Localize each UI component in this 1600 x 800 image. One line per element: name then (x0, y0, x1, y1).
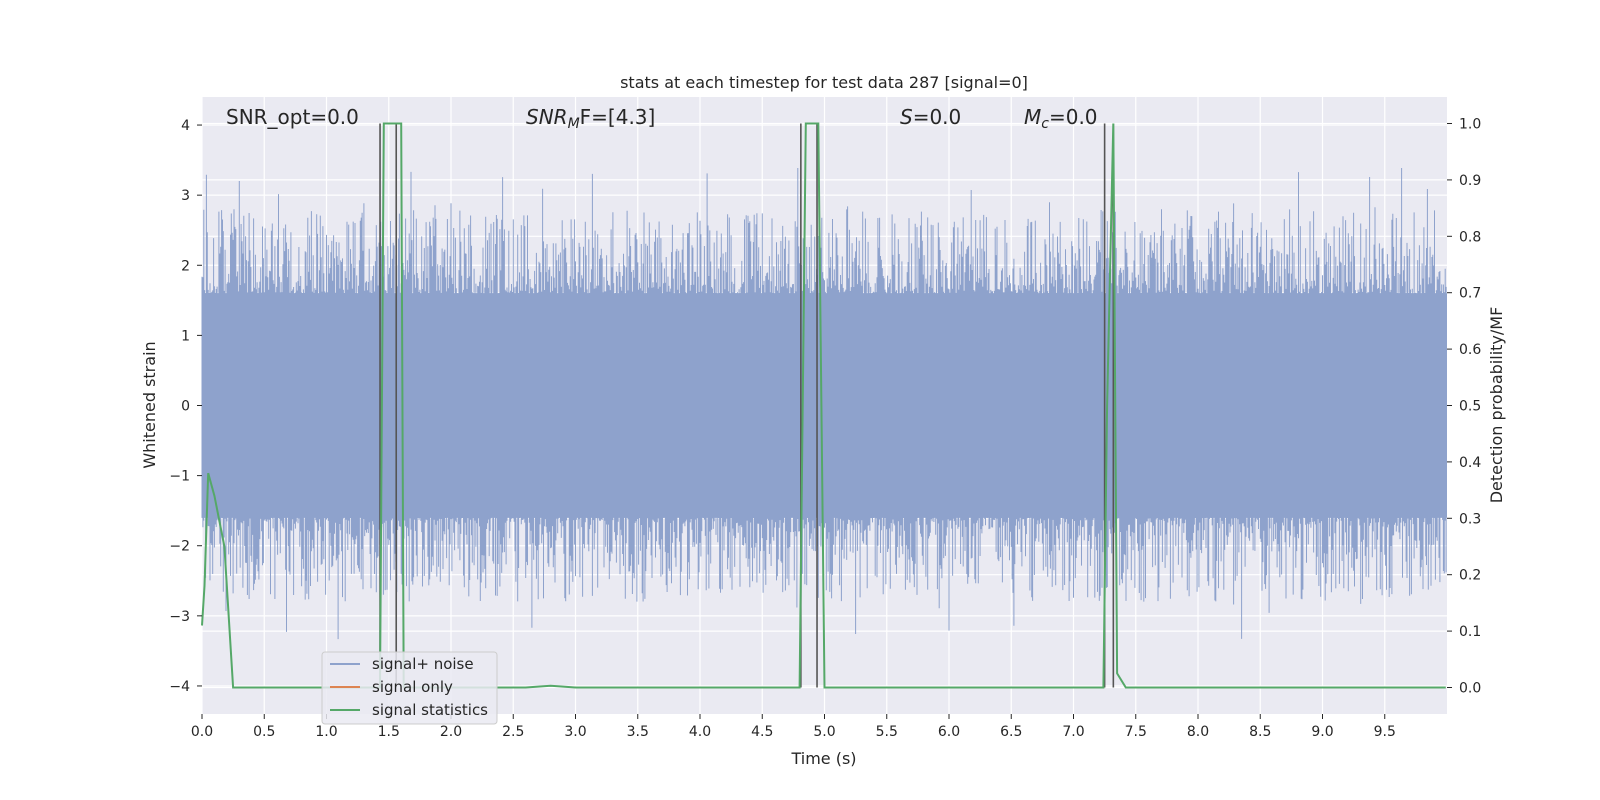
y2-tick-label: 1.0 (1459, 117, 1481, 133)
x-tick-label: 8.0 (1187, 724, 1209, 740)
x-tick-label: 4.5 (751, 724, 773, 740)
annotation-s-var: S (900, 105, 913, 129)
x-tick-label: 3.0 (564, 724, 586, 740)
y2-tick-label: 0.6 (1459, 342, 1481, 358)
x-tick-label: 9.0 (1311, 724, 1333, 740)
x-tick-label: 4.0 (689, 724, 711, 740)
x-tick-label: 1.5 (378, 724, 400, 740)
annotation-mc: Mc=0.0 (1024, 105, 1098, 132)
y-tick-label: 1 (181, 328, 190, 344)
x-tick-label: 2.0 (440, 724, 462, 740)
y-tick-label: −1 (169, 469, 190, 485)
annotation-mc-var: M (1024, 105, 1041, 129)
x-tick-label: 0.0 (191, 724, 213, 740)
x-axis-ticks: 0.0 0.5 1.0 1.5 2.0 2.5 3.0 3.5 4.0 4.5 5.0 5.5 6.0 6… (191, 714, 1396, 740)
x-axis-label: Time (s) (790, 749, 856, 768)
y-axis-ticks: 4 3 2 1 0 −1 −2 −3 −4 (169, 118, 202, 695)
y-tick-label: −2 (169, 539, 190, 555)
legend-label-signal-only: signal only (372, 678, 453, 696)
annotation-mc-rest: =0.0 (1049, 105, 1098, 129)
signal-statistics-line (201, 122, 1446, 689)
x-tick-label: 9.5 (1374, 724, 1396, 740)
y-tick-label: 2 (181, 258, 190, 274)
y2-tick-label: 0.5 (1459, 399, 1481, 415)
x-tick-label: 0.5 (253, 724, 275, 740)
annotation-s-rest: =0.0 (913, 105, 962, 129)
y-tick-label: 4 (181, 118, 190, 134)
y2-axis-label: Detection probability/MF (1487, 307, 1506, 504)
y2-tick-label: 0.2 (1459, 568, 1481, 584)
annotation-snr-mf: SNRMF=[4.3] (526, 105, 655, 132)
y2-tick-label: 0.0 (1459, 680, 1481, 696)
legend: signal+ noise signal only signal statist… (321, 651, 498, 725)
annotation-mc-sub: c (1041, 116, 1049, 132)
y2-axis-ticks: 1.0 0.9 0.8 0.7 0.6 0.5 0.4 0.3 0.2 0.1 0.0 (1447, 117, 1481, 696)
legend-box (321, 651, 498, 725)
x-tick-label: 8.5 (1249, 724, 1271, 740)
y-axis-label: Whitened strain (140, 341, 159, 468)
annotation-s: S=0.0 (900, 105, 961, 129)
x-tick-label: 1.0 (315, 724, 337, 740)
x-tick-label: 2.5 (502, 724, 524, 740)
y-tick-label: 0 (181, 399, 190, 415)
y-tick-label: 3 (181, 188, 190, 204)
signal-noise-series (201, 168, 1447, 640)
y2-tick-label: 0.9 (1459, 173, 1481, 189)
chart-title: stats at each timestep for test data 287… (620, 73, 1028, 92)
x-tick-label: 6.5 (1000, 724, 1022, 740)
annotation-snr-opt: SNR_opt=0.0 (226, 105, 359, 129)
y2-tick-label: 0.1 (1459, 624, 1481, 640)
legend-label-signal-statistics: signal statistics (372, 701, 488, 719)
y-tick-label: −4 (169, 679, 190, 695)
noise-spikes (201, 168, 1447, 640)
y2-tick-label: 0.7 (1459, 286, 1481, 302)
x-tick-label: 7.5 (1125, 724, 1147, 740)
legend-label-signal-noise: signal+ noise (372, 655, 474, 673)
y-tick-label: −3 (169, 609, 190, 625)
annotation-snr-mf-rest: F=[4.3] (580, 105, 656, 129)
signal-statistics-series (201, 122, 1446, 689)
x-tick-label: 5.0 (813, 724, 835, 740)
x-tick-label: 3.5 (627, 724, 649, 740)
y2-tick-label: 0.3 (1459, 511, 1481, 527)
annotations: SNR_opt=0.0 SNRMF=[4.3] S=0.0 Mc=0.0 (226, 105, 1098, 132)
x-tick-label: 6.0 (938, 724, 960, 740)
x-tick-label: 5.5 (876, 724, 898, 740)
annotation-snr-mf-base: SNR (526, 105, 568, 129)
annotation-snr-mf-sub: M (568, 116, 580, 132)
x-tick-label: 7.0 (1062, 724, 1084, 740)
y2-tick-label: 0.8 (1459, 229, 1481, 245)
y2-tick-label: 0.4 (1459, 455, 1481, 471)
